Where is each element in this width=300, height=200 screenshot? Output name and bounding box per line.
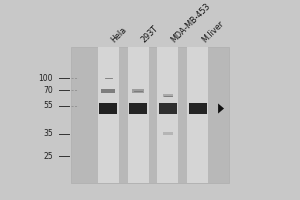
Bar <box>189 103 207 114</box>
Bar <box>187 47 208 183</box>
Text: 100: 100 <box>38 74 53 83</box>
Bar <box>128 47 148 183</box>
Text: 35: 35 <box>43 129 53 138</box>
Bar <box>101 89 115 93</box>
Text: M.liver: M.liver <box>201 19 226 45</box>
Bar <box>129 103 147 114</box>
Text: 70: 70 <box>43 86 53 95</box>
Text: Hela: Hela <box>110 25 129 45</box>
Text: 25: 25 <box>43 152 53 161</box>
Bar <box>158 47 178 183</box>
Bar <box>71 47 229 183</box>
Text: MDA-MB-453: MDA-MB-453 <box>169 2 212 45</box>
Text: 55: 55 <box>43 101 53 110</box>
Bar <box>163 132 173 135</box>
Bar <box>163 94 173 97</box>
Bar <box>98 47 118 183</box>
Bar <box>99 103 117 114</box>
Text: 293T: 293T <box>140 24 160 45</box>
Bar <box>159 103 177 114</box>
Bar <box>132 89 144 93</box>
Polygon shape <box>218 103 224 114</box>
